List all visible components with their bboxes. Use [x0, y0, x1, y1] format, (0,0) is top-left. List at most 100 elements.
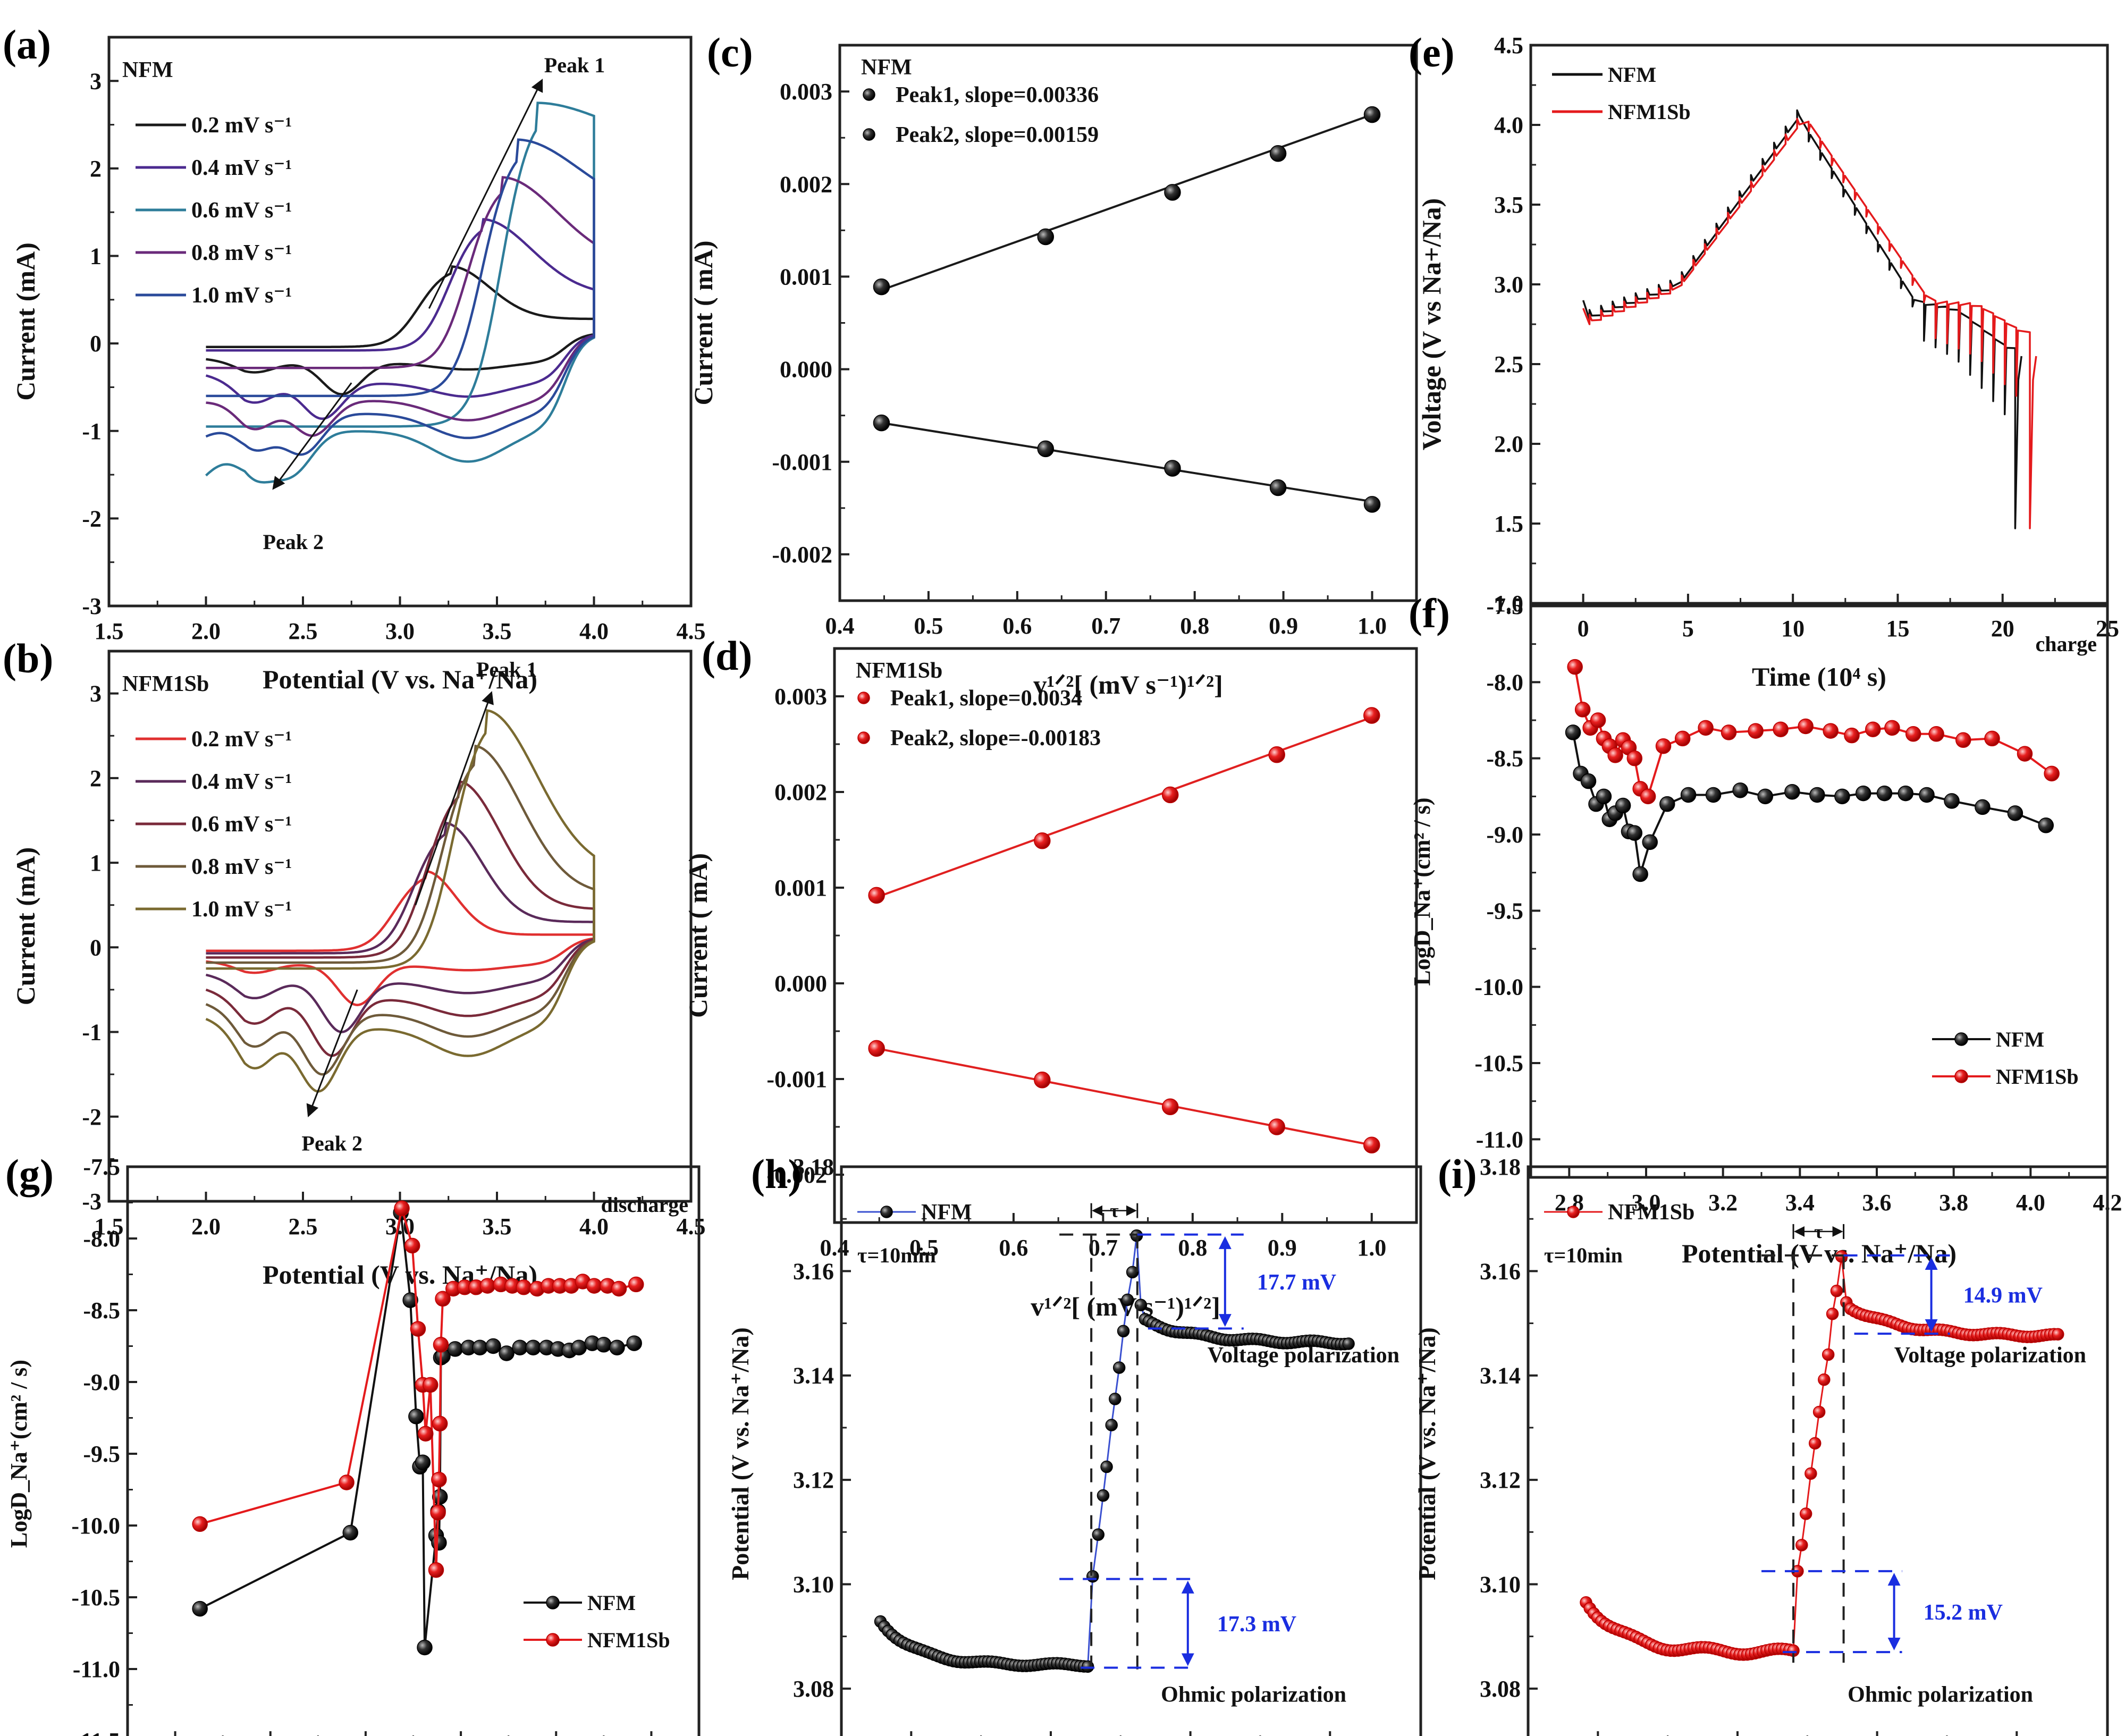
data-point: [1574, 702, 1591, 718]
panel-label: (b): [3, 635, 53, 681]
panel-label: (d): [702, 633, 752, 679]
data-point: [1757, 788, 1773, 805]
panel-label: (c): [707, 29, 753, 75]
y-tick-label: 3.12: [1480, 1467, 1521, 1493]
legend-label: Peak1, slope=0.00336: [896, 83, 1099, 107]
data-point: [192, 1516, 208, 1532]
y-tick-label: 0.002: [780, 171, 832, 197]
data-point: [1698, 720, 1714, 736]
x-tick-label: 4.5: [677, 618, 706, 644]
y-tick-label: -10.5: [1474, 1050, 1523, 1076]
sample-title: NFM1Sb: [122, 672, 209, 696]
data-point: [1640, 788, 1656, 805]
data-point: [1034, 1072, 1051, 1089]
y-axis-label: Current ( mA): [688, 240, 718, 405]
legend-label: NFM1Sb: [587, 1628, 670, 1652]
x-tick-label: 0.8: [1178, 1235, 1207, 1261]
y-tick-label: 2: [90, 156, 102, 182]
y-tick-label: 2: [90, 765, 102, 791]
y-tick-label: -9.0: [1486, 822, 1523, 848]
data-point: [1109, 1393, 1121, 1405]
y-tick-label: 4.0: [1494, 112, 1523, 138]
data-point: [628, 1276, 644, 1293]
y-tick-label: 0.002: [774, 779, 827, 805]
x-tick-label: 3.0: [1632, 1190, 1661, 1216]
voltage-curve-0: [1582, 109, 2022, 529]
x-tick-label: 4.0: [579, 618, 609, 644]
data-point: [571, 1339, 587, 1355]
x-tick-label: 4.0: [579, 1213, 609, 1240]
data-point: [1161, 1098, 1179, 1115]
y-tick-label: 1: [90, 243, 102, 269]
legend-label: NFM: [1996, 1027, 2044, 1051]
data-point: [432, 1415, 448, 1432]
data-point: [1626, 750, 1643, 766]
plot-frame: [840, 1165, 1422, 1736]
y-tick-label: -9.5: [1486, 898, 1523, 924]
x-tick-label: 5: [1682, 616, 1694, 642]
y-tick-label: 0.000: [774, 971, 827, 997]
y-tick-label: 1.5: [1494, 511, 1523, 537]
peak-annotation: Peak 1: [476, 658, 537, 681]
data-point: [402, 1292, 418, 1308]
y-tick-label: -11.0: [1476, 1126, 1523, 1152]
data-point: [1342, 1337, 1355, 1350]
x-axis-label: Time (10⁴ s): [1752, 662, 1886, 692]
legend-marker: [1954, 1032, 1968, 1046]
x-tick-label: 0.5: [914, 613, 943, 639]
x-tick-label: 0.8: [1180, 613, 1209, 639]
x-tick-label: 3.4: [1785, 1190, 1815, 1216]
y-tick-label: 1.0: [1494, 591, 1523, 617]
x-tick-label: 2.5: [289, 1213, 318, 1240]
data-point: [1269, 479, 1287, 496]
data-point: [428, 1562, 444, 1578]
tau-label: τ=10min: [857, 1243, 936, 1267]
data-point: [432, 1489, 448, 1505]
mode-annotation: discharge: [601, 1193, 688, 1217]
data-point: [410, 1321, 426, 1337]
data-point: [1117, 1325, 1130, 1338]
legend-label: 0.4 mV s⁻¹: [191, 156, 292, 180]
data-point: [192, 1600, 208, 1617]
data-point: [1363, 106, 1381, 123]
data-point: [1363, 496, 1381, 513]
data-point: [1876, 785, 1893, 802]
y-axis-label: LogD_Na⁺(cm² / s): [1409, 797, 1435, 985]
peak-arrow: [272, 382, 352, 490]
data-point: [1268, 1118, 1285, 1135]
data-point: [1112, 1361, 1126, 1374]
x-tick-label: 0.7: [1091, 613, 1120, 639]
legend-label: Peak2, slope=-0.00183: [890, 726, 1101, 751]
y-tick-label: -2: [82, 1104, 102, 1130]
x-tick-label: 1.0: [1357, 613, 1387, 639]
data-point: [1363, 707, 1380, 724]
data-point: [472, 1339, 488, 1355]
x-tick-label: 2.0: [191, 1213, 221, 1240]
y-tick-label: 0.003: [774, 684, 827, 710]
legend-label: NFM: [1608, 63, 1656, 87]
tau-label: τ=10min: [1544, 1243, 1623, 1267]
peak-annotation: Peak 2: [263, 530, 324, 554]
legend-marker: [1567, 1206, 1580, 1218]
x-tick-label: 0.4: [820, 1235, 849, 1261]
x-tick-label: 0.4: [825, 613, 855, 639]
ohmic-polarization-value: 17.3 mV: [1217, 1612, 1296, 1637]
legend-marker: [863, 88, 875, 101]
panel-label: (e): [1409, 29, 1455, 75]
data-point: [447, 1341, 463, 1357]
legend-marker: [546, 1633, 560, 1647]
data-point: [1826, 1308, 1839, 1320]
panel-f: 2.8 3.0 3.2 3.4 3.6 3.8 4.0 4.2-11.0-10.5-10.0-…: [1409, 590, 2122, 1268]
y-tick-label: -10.0: [1474, 974, 1523, 1000]
data-point: [1975, 799, 1991, 815]
data-point: [1898, 785, 1913, 802]
data-point: [1984, 730, 2000, 747]
data-point: [1855, 785, 1871, 802]
data-point: [1823, 723, 1839, 739]
data-point: [1732, 782, 1748, 798]
data-point: [611, 1280, 627, 1297]
data-point: [1955, 732, 1971, 748]
y-tick-label: -1: [82, 418, 102, 444]
data-point: [1363, 1136, 1380, 1153]
legend: 0.2 mV s⁻¹ 0.4 mV s⁻¹ 0.6 mV s⁻¹ 0.8 mV s⁻¹…: [136, 113, 292, 308]
